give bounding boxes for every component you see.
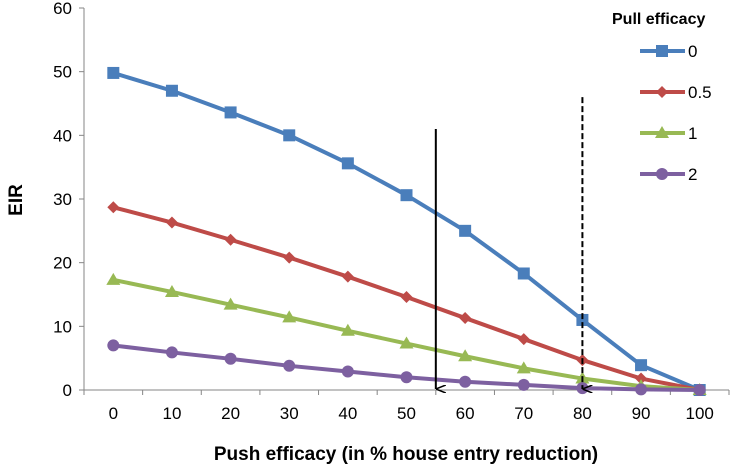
marker-diamond <box>283 251 296 264</box>
legend-label: 1 <box>688 124 697 143</box>
marker-square <box>517 267 530 280</box>
marker-diamond <box>165 216 178 229</box>
x-tick-label: 10 <box>162 404 181 423</box>
marker-triangle <box>458 349 473 362</box>
marker-circle <box>283 359 296 372</box>
marker-square <box>459 224 472 237</box>
x-tick-label: 20 <box>221 404 240 423</box>
marker-circle <box>656 168 668 180</box>
legend-label: 2 <box>688 165 697 184</box>
marker-diamond <box>224 233 237 246</box>
marker-diamond <box>107 201 120 214</box>
y-tick-label: 20 <box>53 254 72 273</box>
marker-circle <box>693 384 706 396</box>
marker-diamond <box>341 270 354 283</box>
marker-circle <box>224 352 237 365</box>
marker-triangle <box>106 272 121 285</box>
legend-label: 0.5 <box>688 83 712 102</box>
marker-circle <box>341 365 354 378</box>
marker-square <box>656 45 668 57</box>
legend-item: 1 <box>640 124 697 143</box>
marker-square <box>165 84 178 97</box>
marker-diamond <box>635 372 648 385</box>
marker-diamond <box>459 312 472 325</box>
marker-diamond <box>656 86 668 98</box>
x-tick-label: 70 <box>514 404 533 423</box>
y-tick-label: 40 <box>53 126 72 145</box>
marker-circle <box>107 339 120 352</box>
legend-title: Pull efficacy <box>612 11 705 28</box>
marker-circle <box>517 378 530 391</box>
legend-label: 0 <box>688 42 697 61</box>
marker-diamond <box>400 291 413 304</box>
marker-square <box>224 106 237 119</box>
marker-square <box>635 359 648 372</box>
marker-square <box>341 157 354 170</box>
marker-square <box>107 66 120 79</box>
y-tick-label: 10 <box>53 317 72 336</box>
series-0-5 <box>107 201 706 396</box>
y-tick-label: 60 <box>53 0 72 18</box>
y-tick-label: 0 <box>63 381 72 400</box>
marker-diamond <box>517 333 530 346</box>
marker-triangle <box>399 336 414 349</box>
marker-square <box>576 313 589 326</box>
marker-circle <box>459 375 472 388</box>
legend-item: 0.5 <box>640 83 712 102</box>
marker-triangle <box>516 361 531 374</box>
x-tick-label: 80 <box>573 404 592 423</box>
marker-circle <box>400 371 413 384</box>
x-tick-label: 50 <box>397 404 416 423</box>
marker-triangle <box>164 284 179 297</box>
x-tick-label: 90 <box>632 404 651 423</box>
marker-circle <box>635 383 648 396</box>
x-tick-label: 0 <box>109 404 118 423</box>
marker-triangle <box>282 310 297 323</box>
marker-circle <box>165 346 178 359</box>
marker-square <box>283 129 296 142</box>
marker-triangle <box>340 323 355 336</box>
x-tick-label: 60 <box>456 404 475 423</box>
y-tick-label: 50 <box>53 63 72 82</box>
marker-triangle <box>223 297 238 310</box>
y-axis-label: EIR <box>6 184 27 216</box>
legend-item: 0 <box>640 42 697 61</box>
x-axis-label: Push efficacy (in % house entry reductio… <box>214 444 598 465</box>
marker-square <box>400 189 413 202</box>
y-tick-label: 30 <box>53 190 72 209</box>
x-tick-label: 100 <box>685 404 713 423</box>
marker-triangle <box>655 126 669 138</box>
legend-item: 2 <box>640 165 697 184</box>
x-tick-label: 30 <box>280 404 299 423</box>
x-tick-label: 40 <box>338 404 357 423</box>
